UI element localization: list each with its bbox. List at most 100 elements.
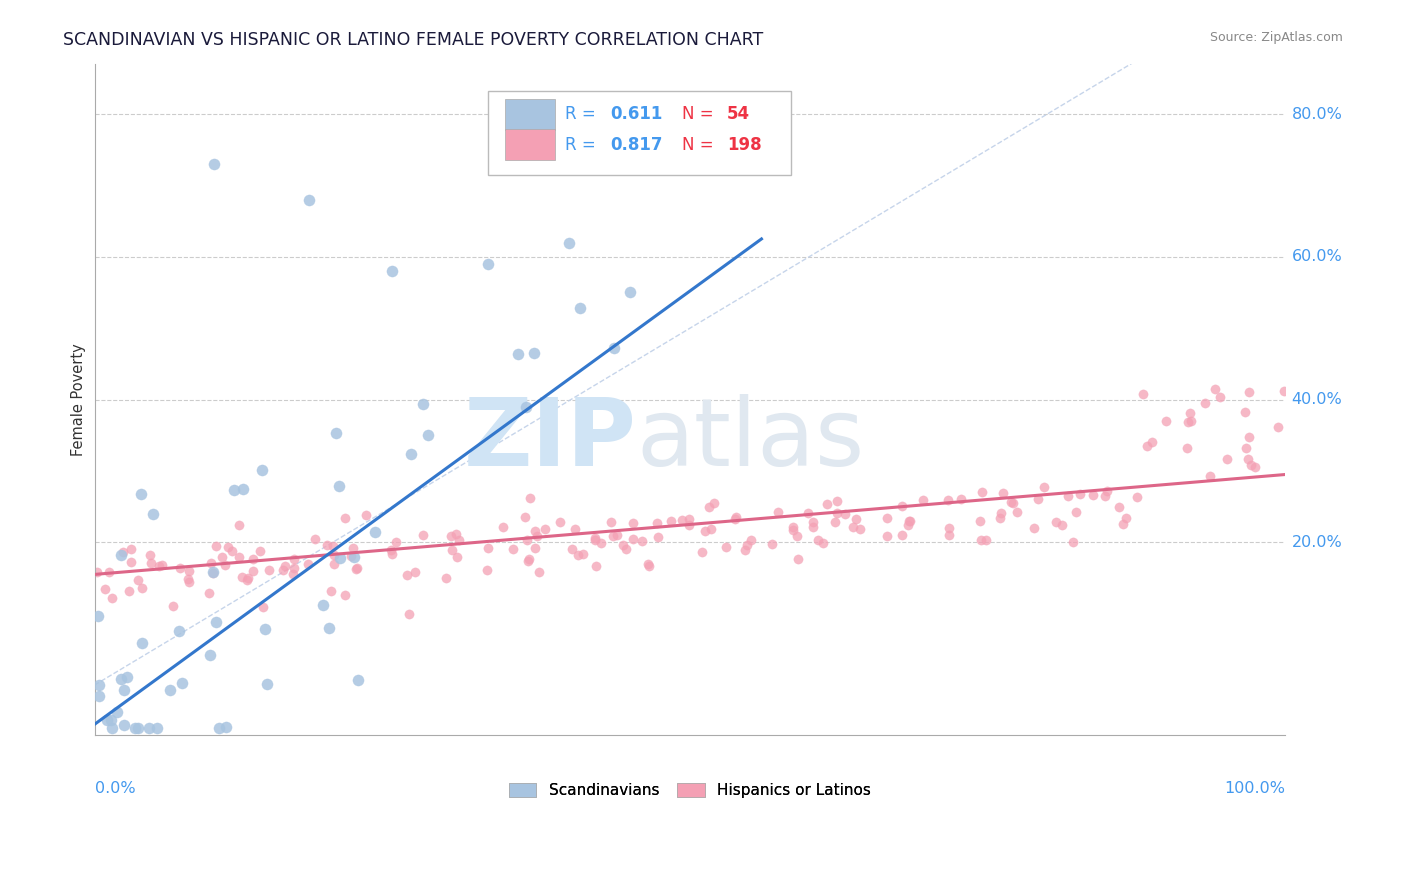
Point xyxy=(936,493,959,508)
Point xyxy=(1126,490,1149,504)
Point xyxy=(105,706,128,720)
Point xyxy=(214,720,236,734)
Point xyxy=(162,599,184,613)
Point xyxy=(517,553,540,567)
Point xyxy=(96,713,118,727)
Point xyxy=(335,511,357,525)
Point xyxy=(170,676,193,690)
Point xyxy=(1216,451,1239,466)
Point xyxy=(434,571,457,585)
Point xyxy=(356,508,378,522)
FancyBboxPatch shape xyxy=(505,99,555,130)
Point xyxy=(619,285,641,300)
Point xyxy=(101,591,124,606)
Point xyxy=(205,615,228,630)
Point xyxy=(232,482,254,496)
Point xyxy=(638,559,661,574)
Point xyxy=(477,541,499,555)
Point xyxy=(630,534,652,549)
Point xyxy=(949,491,972,506)
Point xyxy=(724,512,747,526)
Legend: Scandinavians, Hispanics or Latinos: Scandinavians, Hispanics or Latinos xyxy=(503,777,877,805)
Point xyxy=(1194,396,1216,410)
Point xyxy=(380,543,402,558)
Point xyxy=(1062,535,1084,549)
Point xyxy=(252,463,274,477)
Point xyxy=(381,548,404,562)
Point xyxy=(1108,500,1130,515)
Point xyxy=(515,400,537,414)
Point xyxy=(110,549,132,563)
Point xyxy=(1094,489,1116,503)
Point xyxy=(898,514,921,528)
Point xyxy=(100,721,122,735)
Point xyxy=(734,543,756,558)
Point xyxy=(238,571,260,585)
Point xyxy=(801,520,824,534)
Point xyxy=(87,689,110,703)
Point xyxy=(1007,505,1029,519)
Point xyxy=(100,714,122,728)
Text: SCANDINAVIAN VS HISPANIC OR LATINO FEMALE POVERTY CORRELATION CHART: SCANDINAVIAN VS HISPANIC OR LATINO FEMAL… xyxy=(63,31,763,49)
Point xyxy=(446,550,468,565)
Point xyxy=(86,565,108,579)
Point xyxy=(614,541,637,556)
Point xyxy=(1069,487,1091,501)
Point xyxy=(787,551,810,566)
Text: 40.0%: 40.0% xyxy=(1292,392,1343,407)
Point xyxy=(1177,441,1199,455)
Point xyxy=(440,529,463,543)
Point xyxy=(283,561,305,575)
Point xyxy=(112,544,135,558)
Point xyxy=(567,548,589,562)
Point xyxy=(198,586,221,600)
Point xyxy=(678,512,700,526)
Point xyxy=(693,524,716,538)
Point xyxy=(404,566,426,580)
Point xyxy=(969,514,991,528)
Point xyxy=(1240,458,1263,473)
Text: Source: ZipAtlas.com: Source: ZipAtlas.com xyxy=(1209,31,1343,45)
Point xyxy=(491,520,513,534)
Point xyxy=(333,588,356,602)
Point xyxy=(325,425,347,440)
Text: 60.0%: 60.0% xyxy=(1292,249,1343,264)
Point xyxy=(283,551,305,566)
Point xyxy=(533,522,555,536)
Point xyxy=(242,552,264,566)
Point xyxy=(318,621,340,635)
Point xyxy=(524,541,547,556)
Point xyxy=(342,541,364,555)
Point xyxy=(1244,460,1267,475)
Point xyxy=(381,264,404,278)
Point xyxy=(703,496,725,510)
Point xyxy=(841,520,863,534)
Point xyxy=(1026,492,1049,507)
Point xyxy=(256,677,278,691)
Point xyxy=(222,483,245,498)
Point xyxy=(214,558,236,572)
Point xyxy=(678,518,700,533)
Point xyxy=(1095,484,1118,499)
Point xyxy=(131,636,153,650)
Point xyxy=(740,533,762,548)
Point xyxy=(148,558,170,573)
Point xyxy=(1045,515,1067,529)
Point xyxy=(138,721,160,735)
Point xyxy=(129,487,152,501)
Point xyxy=(516,533,538,548)
Point xyxy=(235,573,257,587)
Point xyxy=(824,515,846,529)
Text: 54: 54 xyxy=(727,105,749,123)
Point xyxy=(526,529,548,543)
Text: R =: R = xyxy=(565,105,600,123)
Point xyxy=(1050,517,1073,532)
Point xyxy=(811,536,834,550)
Point xyxy=(283,566,305,581)
Point xyxy=(1001,496,1024,510)
Point xyxy=(242,564,264,578)
Point xyxy=(1000,495,1022,509)
Point xyxy=(364,525,387,540)
Point xyxy=(891,528,914,542)
Point xyxy=(724,509,747,524)
